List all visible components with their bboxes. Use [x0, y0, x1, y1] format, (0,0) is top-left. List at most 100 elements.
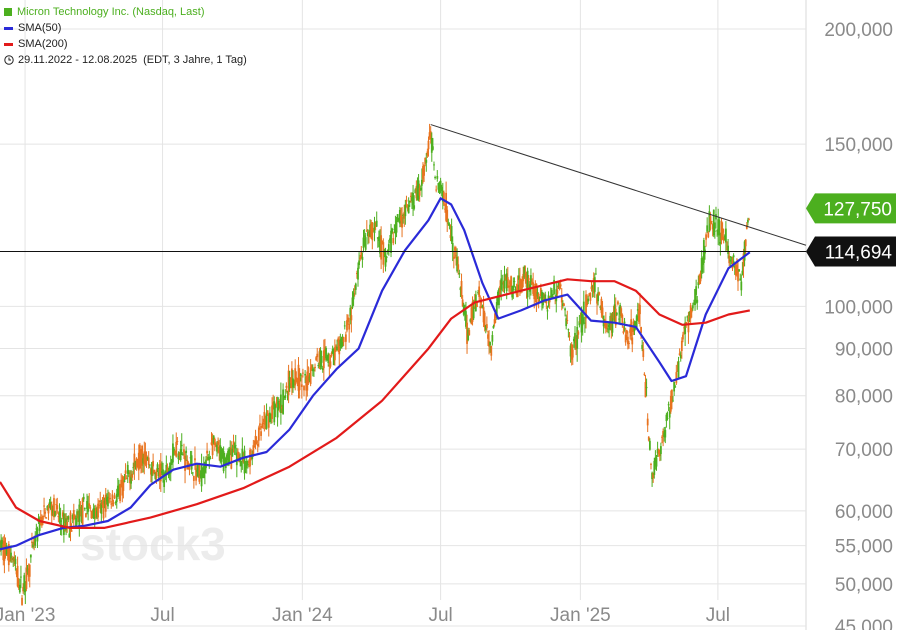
candle-body	[470, 307, 473, 325]
candle-body	[251, 454, 254, 460]
candle-body	[226, 454, 228, 460]
candle-body	[6, 553, 9, 557]
candle-body	[190, 455, 193, 470]
candle-body	[718, 219, 721, 236]
candle-body	[502, 282, 505, 284]
candle-body	[539, 287, 542, 297]
horizontal-line-badge-label: 114,694	[825, 243, 893, 264]
candle-body	[748, 219, 750, 221]
sma50-line	[0, 197, 751, 551]
candle-body	[676, 370, 679, 372]
candle-body	[559, 284, 562, 287]
candle-body	[232, 441, 235, 445]
candle-body	[744, 239, 747, 247]
candle-body	[141, 445, 143, 466]
candle-body	[525, 276, 528, 288]
candle-body	[354, 283, 357, 290]
candle-body	[745, 225, 748, 229]
candle-body	[531, 281, 533, 285]
candle-body	[234, 445, 237, 447]
candle-body	[669, 395, 672, 412]
candle-body	[222, 451, 225, 472]
candle-body	[346, 320, 348, 331]
candle-body	[179, 448, 182, 461]
candle-body	[370, 223, 373, 239]
candle-body	[138, 445, 141, 469]
candle-body	[287, 370, 290, 396]
candle-body	[561, 303, 564, 307]
candle-body	[566, 319, 569, 321]
candle-body	[344, 334, 347, 342]
candle-body	[79, 507, 82, 509]
candle-body	[535, 283, 538, 306]
candle-body	[642, 349, 645, 358]
candle-body	[619, 305, 622, 315]
candle-body	[365, 230, 368, 232]
candle-body	[456, 256, 459, 272]
candle-body	[329, 361, 332, 367]
candle-body	[401, 216, 403, 228]
candle-body	[582, 301, 585, 313]
candle-body	[169, 462, 172, 474]
candle-body	[587, 298, 590, 302]
candle-body	[661, 436, 663, 438]
candle-body	[400, 215, 402, 221]
candle-body	[295, 377, 298, 381]
candle-body	[482, 307, 485, 323]
candle-body	[337, 338, 340, 342]
candle-body	[294, 368, 297, 386]
candle-body	[170, 459, 173, 464]
trend-line	[430, 124, 807, 246]
candle-body	[395, 220, 398, 233]
candle-body	[265, 413, 268, 429]
candle-body	[671, 389, 673, 403]
candle-body	[65, 518, 67, 531]
candle-body	[484, 325, 487, 330]
candle-body	[217, 441, 219, 445]
candle-body	[419, 187, 422, 191]
candle-body	[386, 249, 389, 253]
candle-body	[705, 234, 707, 240]
candle-body	[626, 336, 629, 345]
candle-body	[50, 504, 53, 516]
candle-body	[469, 319, 472, 322]
candle-body	[48, 502, 51, 505]
candle-body	[574, 332, 576, 344]
candle-body	[596, 294, 598, 304]
legend: Micron Technology Inc. (Nasdaq, Last) SM…	[4, 4, 247, 68]
candle-body	[428, 132, 431, 138]
candle-body	[697, 282, 700, 286]
candle-body	[424, 157, 427, 164]
candle-body	[162, 469, 164, 477]
candle-body	[197, 464, 200, 478]
candle-body	[489, 342, 492, 346]
candle-body	[488, 341, 490, 347]
candle-body	[331, 349, 334, 354]
candle-body	[163, 480, 166, 488]
candle-body	[429, 131, 432, 140]
candle-body	[387, 244, 390, 251]
candle-body	[672, 400, 674, 402]
candle-body	[285, 385, 288, 388]
candle-body	[426, 151, 429, 156]
candle-body	[77, 514, 80, 519]
candle-body	[33, 538, 36, 545]
candle-body	[93, 515, 96, 518]
candle-body	[416, 185, 419, 201]
candle-body	[612, 311, 615, 319]
candle-body	[477, 292, 479, 294]
candle-body	[142, 458, 145, 464]
candle-body	[385, 256, 388, 258]
candle-body	[742, 253, 745, 267]
candle-body	[570, 344, 573, 360]
candle-body	[719, 242, 722, 244]
candle-body	[178, 452, 181, 457]
candle-body	[524, 273, 527, 278]
candle-body	[552, 296, 554, 298]
candle-body	[248, 461, 250, 463]
candle-body	[505, 273, 508, 292]
candle-body	[446, 209, 449, 223]
candle-body	[391, 228, 394, 233]
candle-body	[522, 273, 525, 282]
y-tick-label: 100,000	[824, 297, 893, 318]
